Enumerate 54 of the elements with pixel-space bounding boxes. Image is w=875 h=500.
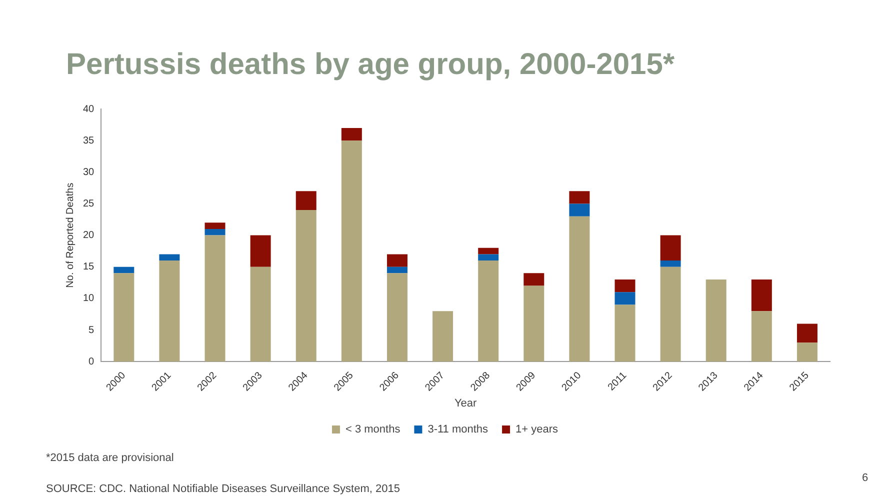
y-tick-label: 15 (83, 262, 95, 273)
bar (524, 286, 544, 362)
text: 6 (862, 472, 868, 484)
bar (432, 311, 454, 362)
bar (114, 273, 134, 362)
bar (478, 254, 499, 261)
bar (250, 235, 271, 267)
bar (569, 204, 590, 216)
y-tick-label: 0 (88, 356, 95, 368)
bar (751, 279, 772, 312)
bar (751, 311, 772, 362)
bar (796, 324, 818, 343)
y-tick-label: 25 (83, 198, 95, 210)
y-axis-title: No. of Reported Deaths (64, 182, 76, 288)
bar (386, 273, 408, 362)
bar (341, 128, 362, 141)
bar (660, 266, 681, 362)
bar (341, 140, 362, 362)
bar (614, 279, 636, 292)
legend-label: 1+ years (516, 424, 559, 436)
bar (614, 304, 636, 362)
bar (204, 235, 226, 362)
bar (114, 266, 134, 274)
y-tick-label: 40 (83, 104, 95, 115)
source-note: SOURCE: CDC. National Notifiable Diseases Surveillance System, 2015 (46, 483, 400, 495)
bar (569, 216, 590, 362)
bar (159, 260, 180, 362)
bar (386, 266, 408, 274)
y-tick-label: 20 (83, 230, 95, 242)
y-tick-label: 10 (83, 293, 95, 304)
bar (524, 273, 544, 286)
bar (478, 260, 499, 362)
legend-label: < 3 months (345, 424, 401, 436)
y-tick-label: 5 (88, 324, 95, 336)
bar (569, 191, 590, 204)
bar (159, 254, 180, 261)
y-tick-label: 30 (83, 166, 95, 178)
bar (296, 191, 316, 210)
text: *2015 data are provisional (46, 452, 174, 464)
bar (796, 342, 818, 362)
bar (614, 292, 636, 305)
bar (706, 279, 726, 362)
y-tick-label: 35 (83, 135, 95, 146)
bar (204, 222, 226, 229)
bar (660, 260, 681, 267)
legend-label: 3-11 months (428, 424, 489, 436)
bar (204, 228, 226, 236)
chart-title: Pertussis deaths by age group, 2000-2015* (66, 48, 675, 82)
x-axis-title: Year (454, 397, 478, 410)
bar (478, 248, 499, 254)
bar (250, 266, 271, 362)
bar (296, 210, 316, 362)
bar (386, 254, 408, 267)
bar (660, 235, 681, 261)
